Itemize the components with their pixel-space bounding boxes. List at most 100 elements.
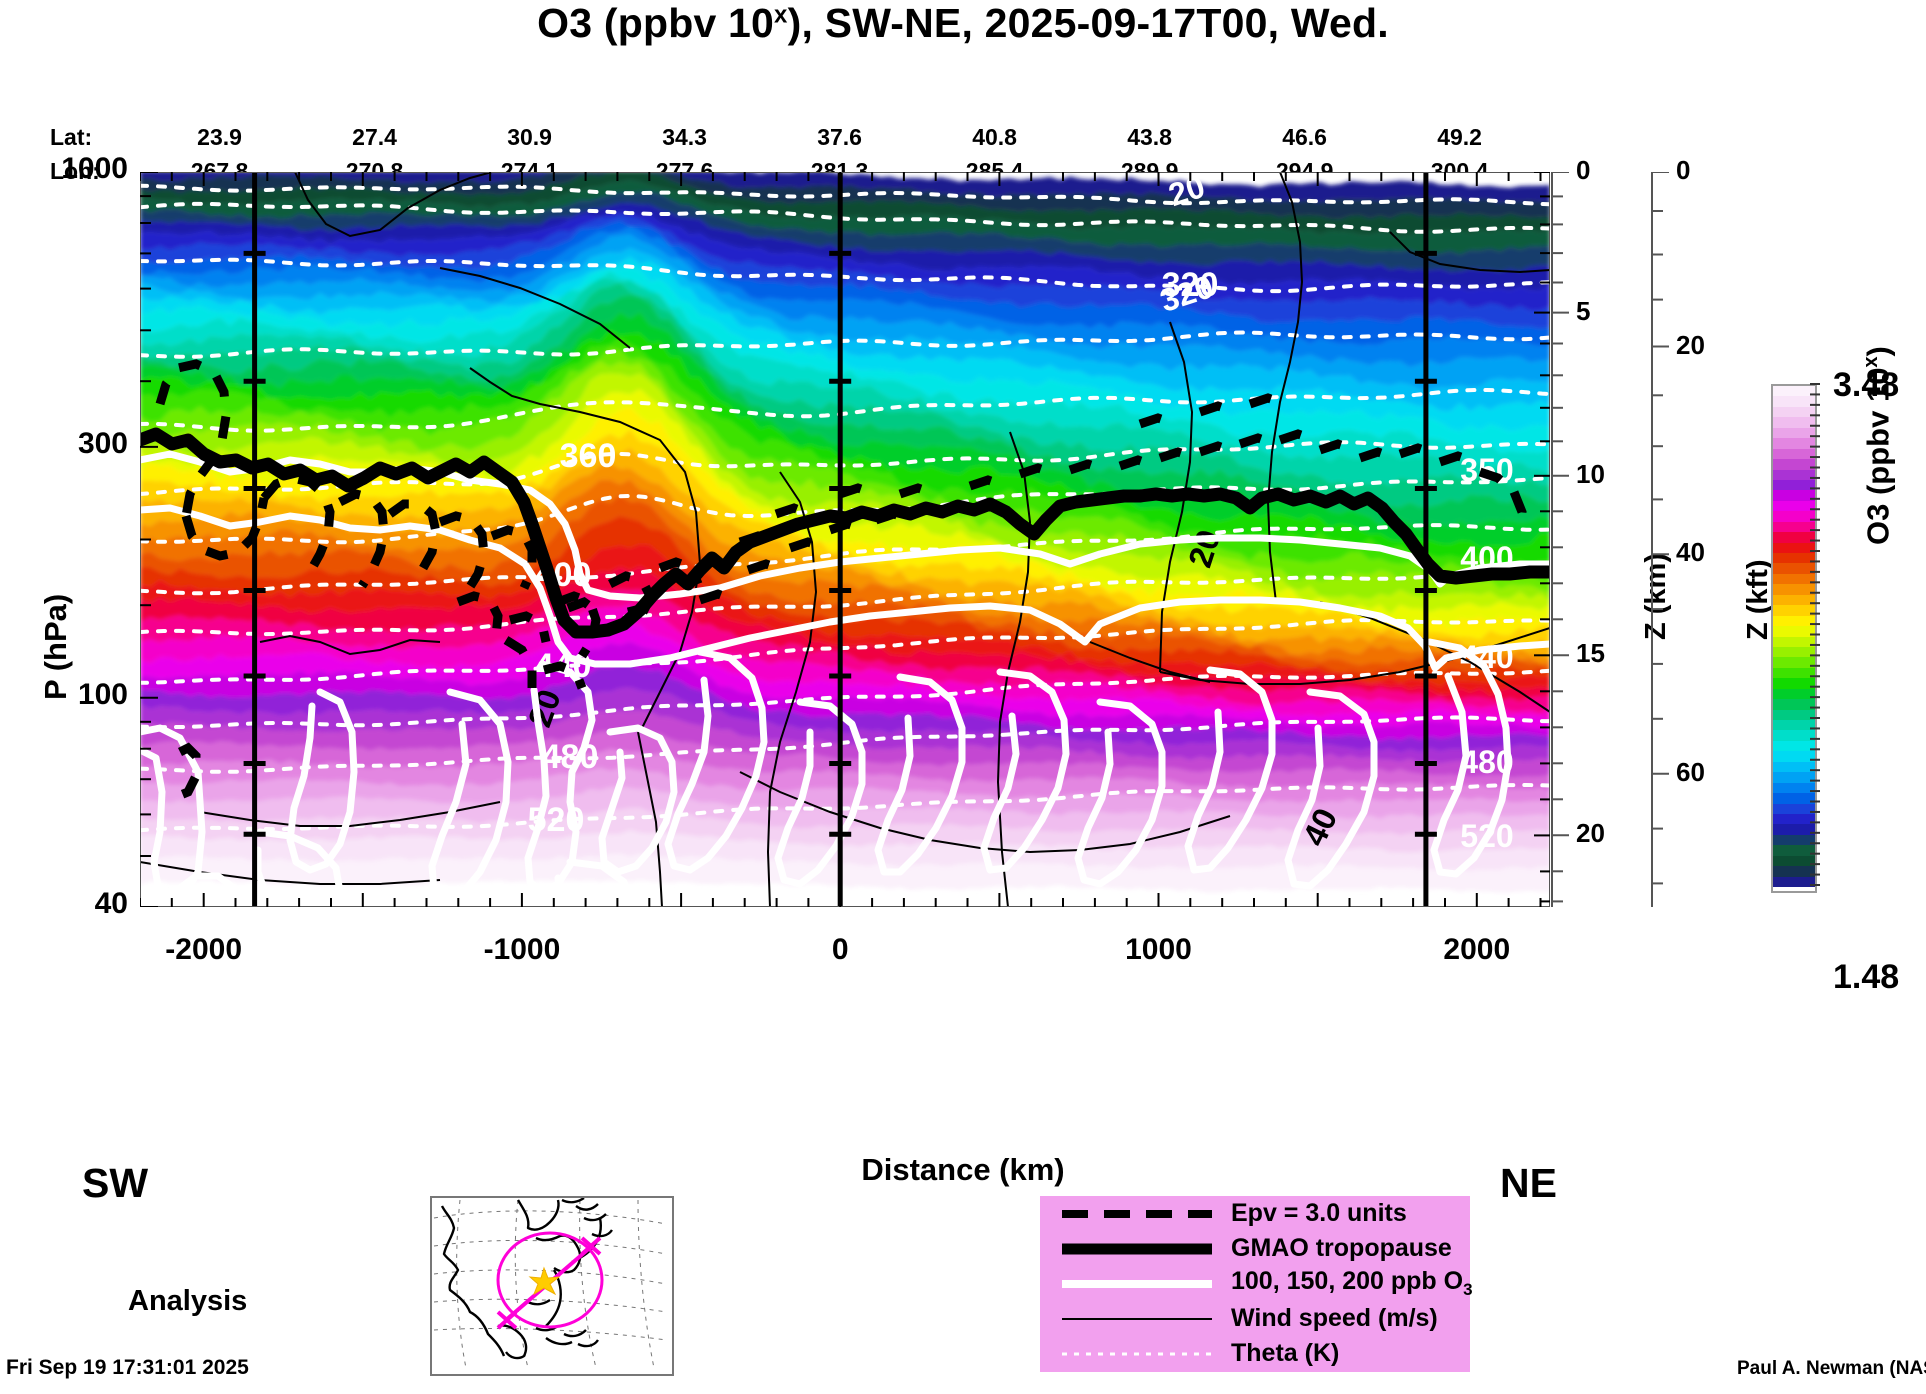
contour-band <box>140 767 1550 820</box>
colorbar-swatch <box>1773 667 1815 679</box>
colorbar-swatch <box>1773 813 1815 825</box>
legend-box[interactable]: Epv = 3.0 units GMAO tropopause 100, 150… <box>1040 1196 1473 1372</box>
colorbar-swatch <box>1773 793 1815 804</box>
colorbar-ticks <box>1810 383 1820 886</box>
contour-band <box>140 663 1550 753</box>
colorbar-swatch <box>1773 469 1815 480</box>
contour-band <box>140 447 1550 659</box>
contour-band <box>140 347 1550 593</box>
thick-white-line-icon <box>1040 1266 1225 1301</box>
ozone-white-contour <box>664 648 768 874</box>
contour-band <box>140 220 1550 347</box>
contour-band <box>140 282 1550 507</box>
graticule <box>433 1199 667 1369</box>
colorbar-swatch <box>1773 386 1815 397</box>
epv-contour <box>1478 467 1517 496</box>
epv-contour <box>490 525 537 590</box>
ozone-white-contour <box>1284 688 1378 890</box>
y-tick-label-zkft: 40 <box>1676 537 1705 568</box>
contour-band <box>140 278 1550 486</box>
y-tick-label-zkm: 10 <box>1576 458 1605 489</box>
colorbar-swatch <box>1773 855 1815 867</box>
colorbar-swatch <box>1773 438 1815 449</box>
colorbar-label-post: ) <box>1860 346 1896 357</box>
timestamp: Fri Sep 19 17:31:01 2025 <box>6 1356 249 1379</box>
dotted-white-line-icon <box>1040 1336 1225 1371</box>
contour-band <box>140 543 1550 696</box>
theta-contour <box>140 569 1550 637</box>
colorbar-swatch <box>1773 646 1815 658</box>
wind-speed-contour <box>1266 172 1304 603</box>
ozone-white-contour <box>598 724 678 876</box>
y-tick-label-pressure: 300 <box>77 426 128 460</box>
theta-contour <box>140 618 1550 685</box>
wind-speed-contour <box>259 634 441 656</box>
ozone-white-contour <box>1074 698 1166 888</box>
epv-contour <box>1358 447 1398 463</box>
title-exponent: x <box>774 1 788 29</box>
title-post: ), SW-NE, 2025-09-17T00, Wed. <box>787 0 1389 46</box>
ozone-white-contour <box>554 858 634 907</box>
contour-band <box>140 641 1550 742</box>
epv-contour <box>968 475 1008 491</box>
contour-band <box>140 234 1550 390</box>
colorbar-swatch <box>1773 782 1815 794</box>
theta-contour <box>140 387 1550 433</box>
wind-speed-contour <box>1389 231 1550 274</box>
epv-contour <box>698 589 736 605</box>
colorbar-max-label: 3.48 <box>1833 366 1900 404</box>
colorbar-swatch <box>1773 688 1815 700</box>
epv-contour <box>788 537 828 553</box>
epv-contour <box>542 661 587 690</box>
lat-value: 37.6 <box>817 124 862 150</box>
direction-label-sw: SW <box>82 1160 149 1206</box>
epv-contour <box>556 591 601 659</box>
credit-label: Paul A. Newman (NASA <box>1737 1358 1926 1379</box>
inset-location-map[interactable] <box>430 1196 674 1376</box>
colorbar-swatch <box>1773 427 1815 439</box>
contour-band <box>140 202 1550 291</box>
colorbar-swatch <box>1773 740 1815 752</box>
cross-section-plot[interactable]: 520 480 440 400 360 320 520 480 440 400 350 320 20 2… <box>140 172 1550 907</box>
epv-contour <box>607 571 655 599</box>
epv-contour <box>1238 433 1278 449</box>
contour-band <box>140 729 1550 792</box>
colorbar-swatch <box>1773 594 1815 606</box>
colorbar-label: O3 (ppbv 10x) <box>1860 346 1896 545</box>
analysis-label: Analysis <box>128 1285 248 1317</box>
lon-row-label: Lon: <box>50 158 100 184</box>
transect-end-x-ne <box>580 1236 602 1256</box>
colorbar[interactable] <box>1771 384 1817 893</box>
contour-band <box>140 191 1550 272</box>
colorbar-swatch <box>1773 500 1815 512</box>
epv-contour <box>1158 447 1198 463</box>
y-tick-label-zkft: 20 <box>1676 329 1705 360</box>
contour-band <box>140 172 1550 237</box>
wind-speed-contour <box>140 861 441 885</box>
ozone-white-contour <box>172 872 242 907</box>
wind-speed-contour <box>1089 641 1211 683</box>
colorbar-swatch <box>1773 761 1815 773</box>
title-pre: O3 (ppbv 10 <box>537 0 775 46</box>
ozone-white-contour <box>524 660 596 896</box>
lat-value: 27.4 <box>352 124 397 150</box>
x-tick-label: -1000 <box>483 933 561 966</box>
colorbar-swatch <box>1773 626 1815 637</box>
colorbar-swatch <box>1773 709 1815 720</box>
lat-value: 23.9 <box>197 124 242 150</box>
colorbar-swatch <box>1773 521 1815 533</box>
x-axis-label: Distance (km) <box>861 1152 1065 1187</box>
colorbar-swatch <box>1773 845 1815 856</box>
colorbar-label-exp: x <box>1860 356 1882 368</box>
epv-contour <box>1198 441 1238 457</box>
colorbar-swatch <box>1773 699 1815 710</box>
y-tick-label-pressure: 100 <box>77 677 128 711</box>
colorbar-swatch <box>1773 876 1815 887</box>
epv-contour <box>838 483 878 499</box>
epv-contour <box>337 489 389 589</box>
colorbar-label-pre: O3 (ppbv 10 <box>1860 367 1896 545</box>
colorbar-swatch <box>1773 824 1815 835</box>
thin-black-line-icon <box>1040 1301 1225 1336</box>
legend-item-theta: Theta (K) <box>1040 1336 1470 1371</box>
epv-contour <box>1118 455 1158 471</box>
